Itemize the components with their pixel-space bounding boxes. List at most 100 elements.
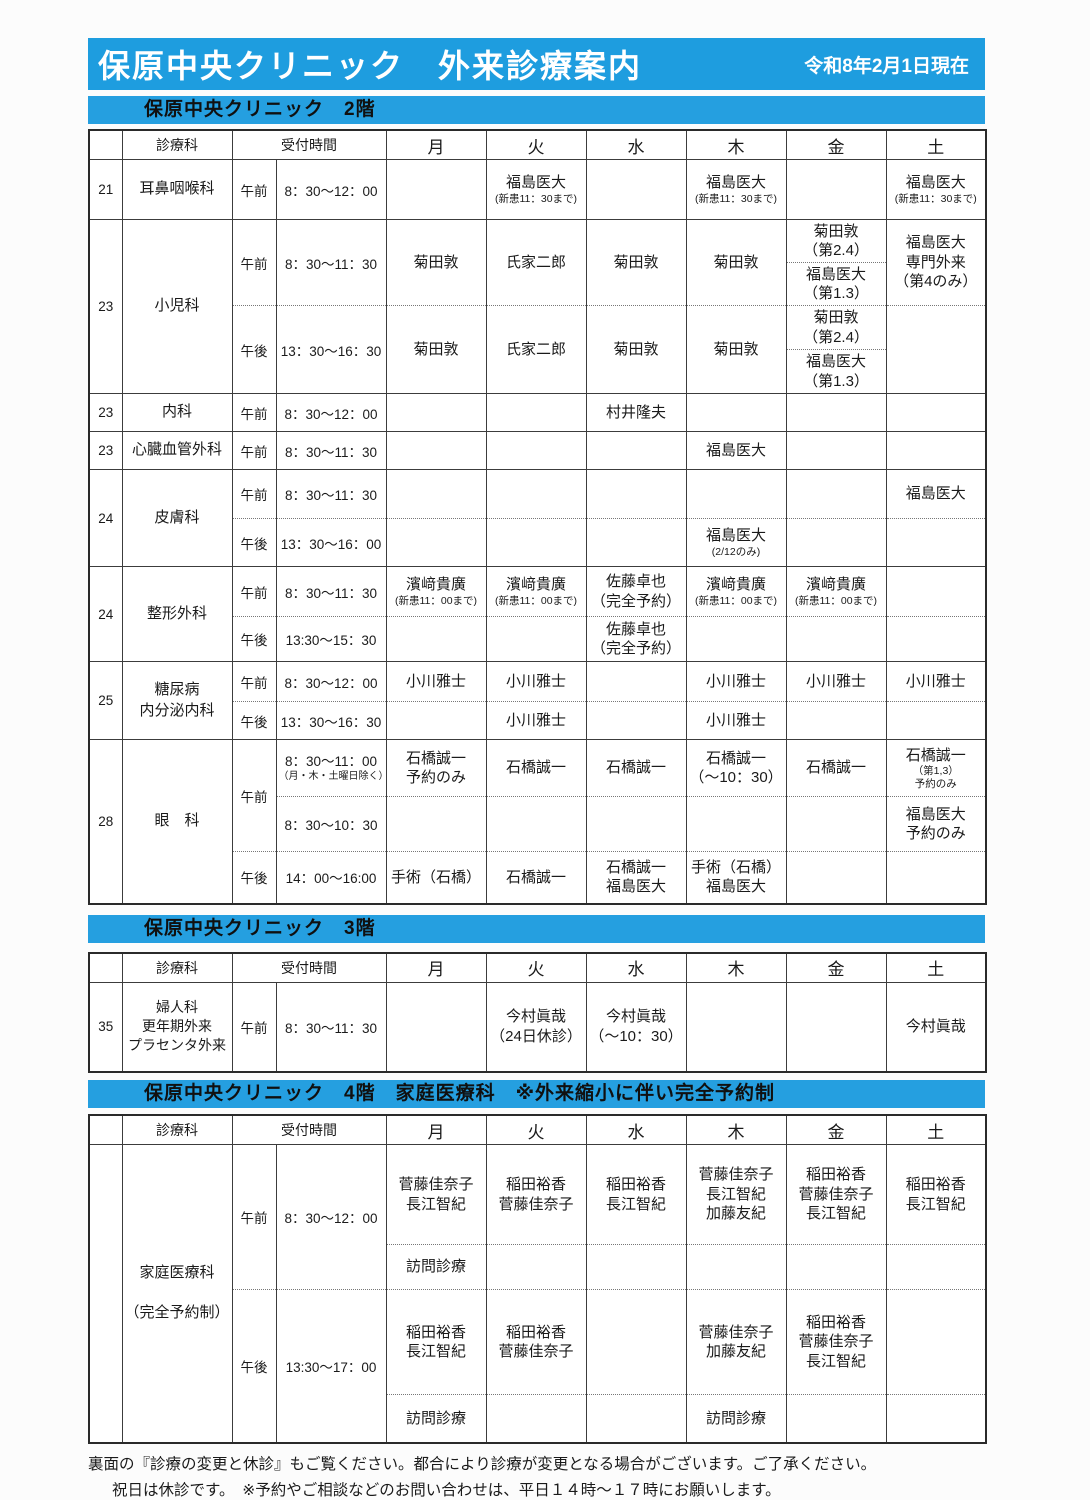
schedule-cell (885, 566, 987, 617)
schedule-cell: 菊田敦 （第2.4） (785, 305, 887, 350)
day-header-mon: 月 (385, 952, 487, 983)
time-header: 受付時間 (231, 129, 387, 160)
schedule-cell (785, 1244, 887, 1290)
ampm-cell: 午前 (231, 469, 277, 519)
row-naika: 23 内科 午前 8：30～12：00 村井隆夫 (88, 393, 987, 432)
row-ped-am2: 福島医大 （第1.3） (89, 262, 986, 306)
schedule-cell: 福島医大 (新患11：30まで) (685, 159, 787, 220)
doctor: 福島医大 (705, 441, 766, 459)
schedule-cell: 手術（石橋） (385, 851, 487, 904)
time-cell: 8：30～11：30 (275, 219, 387, 306)
schedule-cell: 福島医大 (885, 469, 987, 519)
day-header-mon: 月 (385, 1114, 487, 1145)
row-eye-pm: 午後 14：00～16:00 手術（石橋） 石橋誠一 石橋誠一 福島医大 手術（… (89, 851, 987, 904)
room-cell: 28 (88, 739, 123, 904)
doctor: 菊田敦 （第2.4） (803, 309, 869, 346)
schedule-cell (485, 431, 587, 470)
ampm-cell: 午前 (231, 219, 277, 306)
schedule-cell: 訪問診療 (385, 1244, 487, 1290)
schedule-cell: 福島医大 (新患11：30まで) (885, 159, 987, 220)
schedule-cell (385, 431, 487, 470)
schedule-cell: 稲田裕香 菅藤佳奈子 (485, 1144, 587, 1245)
dept-header: 診療科 (121, 952, 233, 983)
doctor: 菅藤佳奈子 長江智紀 (398, 1176, 474, 1213)
doctor: 菊田敦 (713, 340, 759, 358)
visit-care-label: 訪問診療 (405, 1258, 466, 1276)
schedule-cell (785, 1394, 887, 1443)
schedule-cell: 石橋誠一 予約のみ (385, 739, 487, 797)
ampm-cell: 午後 (231, 851, 277, 904)
schedule-cell (585, 469, 687, 519)
row-ortho-am: 24 整形外科 午前 8：30～11：30 濱﨑貴廣 (新患11：00まで) 濱﨑… (88, 566, 987, 662)
schedule-cell: 佐藤卓也 （完全予約） (585, 616, 687, 662)
ampm-cell: 午後 (231, 616, 277, 662)
date-note: 令和8年2月1日現在 (804, 55, 969, 77)
dept-header: 診療科 (121, 1114, 233, 1145)
schedule-cell (885, 701, 987, 740)
row-gyn: 35 婦人科 更年期外来 プラセンタ外来 午前 8：30～11：30 今村眞哉 … (88, 981, 987, 1073)
schedule-cell (385, 518, 487, 567)
ampm-cell: 午後 (231, 305, 277, 394)
day-header-thu: 木 (685, 129, 787, 160)
room-header (88, 952, 123, 983)
schedule-table-4f: 診療科 受付時間 月 火 水 木 金 土 家庭医療科 （完全予約制） 午前 8：… (88, 1114, 987, 1444)
schedule-cell (485, 796, 587, 852)
day-header-fri: 金 (785, 1114, 887, 1145)
dept-cell: 内科 (121, 393, 233, 432)
schedule-table-3f: 診療科 受付時間 月 火 水 木 金 土 35 婦人科 更年期外来 プラセンタ外… (88, 951, 987, 1073)
room-cell: 23 (88, 219, 123, 394)
schedule-cell: 石橋誠一 （第1,3） 予約のみ (885, 739, 987, 797)
doctor: 手術（石橋） 福島医大 (690, 858, 781, 896)
doctor: 小川雅士 (905, 672, 966, 690)
schedule-cell (885, 616, 987, 662)
doctor: 稲田裕香 菅藤佳奈子 (498, 1323, 574, 1361)
ampm-cell: 午前 (231, 661, 277, 702)
row-ped-pm2: 福島医大 （第1.3） (89, 349, 986, 394)
schedule-cell: 菊田敦 (685, 219, 787, 306)
schedule-cell (485, 616, 587, 662)
footer-note-2: 祝日は休診です。 ※予約やご相談などのお問い合わせは、平日１４時～１７時にお願い… (112, 1481, 781, 1499)
schedule-cell (585, 1244, 687, 1290)
schedule-cell: 福島医大 (685, 431, 787, 470)
doctor: 菅藤佳奈子 加藤友紀 (698, 1323, 774, 1361)
doctor: 濱﨑貴廣 (405, 576, 466, 594)
room-header (88, 129, 123, 160)
row-dm-pm: 午後 13：30～16：30 小川雅士 小川雅士 (89, 701, 987, 740)
note: (新患11：30まで) (894, 192, 977, 205)
room-cell: 24 (88, 566, 123, 662)
doctor: 菊田敦 (413, 253, 459, 271)
schedule-cell (585, 661, 687, 702)
day-header-fri: 金 (785, 952, 887, 983)
section-2f-band: 保原中央クリニック 2階 (88, 96, 985, 124)
schedule-cell: 稲田裕香 菅藤佳奈子 長江智紀 (785, 1289, 887, 1395)
doctor: 石橋誠一 (805, 759, 866, 777)
doctor: 稲田裕香 長江智紀 (605, 1176, 666, 1213)
table-header-row: 診療科 受付時間 月 火 水 木 金 土 (88, 952, 987, 983)
schedule-table-2f: 診療科 受付時間 月 火 水 木 金 土 21 耳鼻咽喉科 午前 8：30～12… (88, 129, 987, 905)
schedule-cell: 濱﨑貴廣 (新患11：00まで) (485, 566, 587, 617)
schedule-cell (585, 796, 687, 852)
schedule-cell: 小川雅士 (885, 661, 987, 702)
time-cell: 8：30～11：30 (275, 981, 387, 1073)
time-cell: 8：30～12：00 (275, 661, 387, 702)
row-derm-pm: 午後 13：30～16：00 福島医大 (2/12のみ) (89, 518, 987, 567)
doctor: 今村眞哉 (905, 1018, 966, 1035)
schedule-cell (785, 796, 887, 852)
doctor: 濱﨑貴廣 (505, 576, 566, 594)
page-title: 保原中央クリニック 外来診療案内 (98, 48, 643, 84)
schedule-cell (485, 469, 587, 519)
note: （第1,3） 予約のみ (912, 765, 959, 790)
schedule-cell: 稲田裕香 長江智紀 (385, 1289, 487, 1395)
doctor: 稲田裕香 長江智紀 (905, 1176, 966, 1213)
row-eye-am2: 8：30～10：30 福島医大 予約のみ (89, 796, 987, 852)
doctor: 菊田敦 （第2.4） (803, 222, 869, 260)
ampm-cell: 午後 (231, 518, 277, 567)
doctor: 福島医大 予約のみ (905, 805, 966, 843)
schedule-cell (685, 796, 787, 852)
schedule-cell (385, 159, 487, 220)
dept-cell: 耳鼻咽喉科 (121, 159, 233, 220)
table-header-row: 診療科 受付時間 月 火 水 木 金 土 (88, 129, 987, 160)
doctor: 濱﨑貴廣 (805, 576, 866, 594)
visit-care-label: 訪問診療 (405, 1409, 466, 1427)
room-cell: 23 (88, 393, 123, 432)
